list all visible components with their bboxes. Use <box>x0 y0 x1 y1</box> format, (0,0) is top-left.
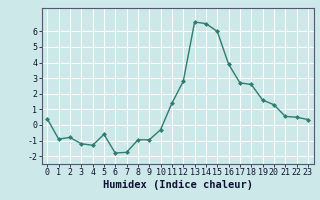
X-axis label: Humidex (Indice chaleur): Humidex (Indice chaleur) <box>103 180 252 190</box>
